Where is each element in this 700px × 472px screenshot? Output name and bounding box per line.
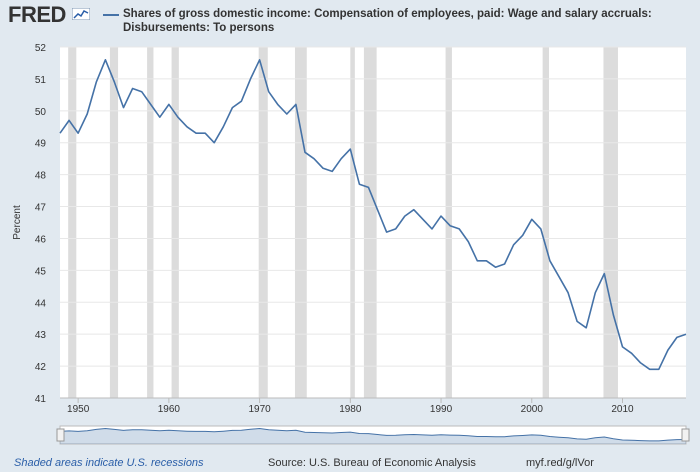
x-tick-label-2000: 2000: [521, 404, 544, 415]
short-url-link[interactable]: myf.red/g/lVor: [526, 457, 594, 469]
chart-header: FRED Shares of gross domestic income: Co…: [0, 0, 700, 40]
fred-logo-graph-icon: [72, 8, 90, 20]
recession-band-3: [171, 47, 179, 398]
y-tick-label-46: 46: [35, 234, 47, 245]
y-tick-label-50: 50: [35, 107, 47, 118]
recession-band-5: [294, 47, 307, 398]
navigator-handle-left[interactable]: [56, 428, 65, 442]
recession-band-0: [68, 47, 77, 398]
recession-band-7: [363, 47, 377, 398]
x-tick-label-1990: 1990: [430, 404, 453, 415]
recession-note-link[interactable]: Shaded areas indicate U.S. recessions: [14, 457, 204, 469]
recession-band-10: [603, 47, 618, 398]
navigator-handle-right[interactable]: [681, 428, 690, 442]
y-tick-label-47: 47: [35, 203, 47, 214]
y-axis-ticks: 41 42 43 44 45 46 47 48 49 50 51 52: [35, 43, 47, 405]
gridlines: [60, 46, 686, 399]
y-tick-label-43: 43: [35, 330, 47, 341]
recession-shading: [68, 47, 618, 398]
x-tick-label-1980: 1980: [339, 404, 362, 415]
y-tick-label-51: 51: [35, 75, 47, 86]
chart-area: 41 42 43 44 45 46 47 48 49 50 51 52 1950 1960 1970 198…: [12, 43, 690, 445]
y-tick-label-44: 44: [35, 298, 47, 309]
chart-title: Shares of gross domestic income: Compens…: [123, 7, 683, 35]
chart-footer: Shaded areas indicate U.S. recessions So…: [0, 455, 700, 472]
y-tick-label-41: 41: [35, 394, 47, 405]
y-tick-label-42: 42: [35, 362, 47, 373]
recession-band-6: [350, 47, 355, 398]
recession-band-4: [258, 47, 268, 398]
legend-series-swatch: [103, 14, 119, 16]
chart-title-line-1: Shares of gross domestic income: Compens…: [123, 8, 652, 20]
x-tick-label-2010: 2010: [611, 404, 634, 415]
recession-band-9: [542, 47, 550, 398]
x-axis-ticks: 1950 1960 1970 1980 1990 2000 2010: [60, 397, 686, 415]
y-tick-label-49: 49: [35, 139, 47, 150]
x-tick-label-1950: 1950: [67, 404, 90, 415]
series-line[interactable]: [59, 59, 687, 371]
y-axis-label: Percent: [12, 205, 23, 240]
y-tick-label-45: 45: [35, 266, 47, 277]
x-tick-label-1960: 1960: [158, 404, 181, 415]
navigator-series-line: [59, 427, 687, 442]
navigator-series-area: [60, 428, 686, 444]
recession-band-1: [109, 47, 119, 398]
y-tick-label-48: 48: [35, 171, 47, 182]
x-tick-label-1970: 1970: [248, 404, 271, 415]
recession-band-8: [445, 47, 452, 398]
recession-band-2: [147, 47, 154, 398]
range-navigator[interactable]: [56, 425, 690, 445]
chart-title-line-2: Disbursements: To persons: [123, 22, 275, 34]
y-tick-label-52: 52: [35, 43, 47, 54]
source-note: Source: U.S. Bureau of Economic Analysis: [268, 457, 476, 469]
fred-logo[interactable]: FRED: [8, 2, 66, 27]
